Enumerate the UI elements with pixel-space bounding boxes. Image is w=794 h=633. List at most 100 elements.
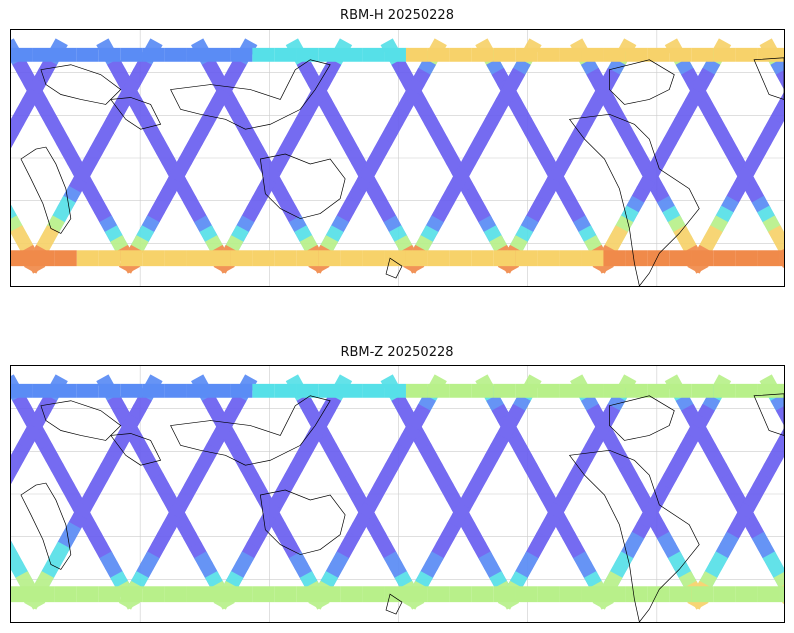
south-band-cell — [779, 250, 784, 267]
north-band-cell — [340, 47, 363, 62]
swath-segment — [773, 236, 784, 261]
south-band-cell — [471, 250, 494, 267]
coastline-path — [40, 64, 122, 105]
south-band-cell — [735, 586, 758, 603]
south-band-cell — [603, 250, 626, 267]
coastline-path — [385, 593, 403, 615]
north-band-cell — [230, 383, 253, 398]
coastline-path — [110, 433, 162, 466]
north-band-cell — [405, 383, 428, 398]
coastline-path — [259, 153, 346, 219]
coastline-path — [40, 400, 122, 441]
map-panel-2 — [10, 365, 785, 623]
south-band-cell — [120, 250, 143, 267]
north-band-cell — [208, 47, 231, 62]
north-band-cell — [669, 383, 692, 398]
north-band-cell — [779, 47, 784, 62]
coastline-path — [609, 59, 675, 105]
south-band-cell — [449, 250, 472, 267]
south-band-cell — [340, 250, 363, 267]
north-band-cell — [11, 47, 33, 62]
north-band-cell — [98, 47, 121, 62]
north-band-cell — [76, 383, 99, 398]
map-canvas-1 — [11, 30, 784, 286]
south-band-cell — [186, 250, 209, 267]
north-band-cell — [691, 47, 714, 62]
north-band-cell — [384, 47, 406, 62]
north-band-cell — [362, 383, 385, 398]
north-band-cell — [208, 383, 231, 398]
south-band-cell — [296, 586, 319, 603]
map-canvas-2 — [11, 366, 784, 622]
south-band-cell — [757, 250, 780, 267]
north-band-cell — [493, 47, 516, 62]
south-band-cell — [362, 586, 385, 603]
south-band-cell — [493, 586, 516, 603]
north-band-cell — [54, 383, 77, 398]
coastline-path — [20, 482, 72, 570]
south-band-cell — [559, 250, 582, 267]
south-band-cell — [340, 586, 363, 603]
north-band-cell — [625, 47, 648, 62]
south-band-cell — [537, 250, 560, 267]
coastline-path — [20, 146, 72, 234]
south-band-cell — [581, 250, 604, 267]
south-band-cell — [164, 250, 187, 267]
south-band-cell — [713, 250, 736, 267]
south-band-cell — [98, 250, 121, 267]
south-band-cell — [515, 250, 538, 267]
north-band-cell — [11, 383, 33, 398]
north-band-cell — [340, 383, 363, 398]
north-band-cell — [142, 47, 165, 62]
south-band-cell — [318, 250, 341, 267]
south-band-cell — [405, 586, 428, 603]
zonal-bands — [11, 47, 784, 267]
north-band-cell — [230, 47, 253, 62]
south-band-cell — [252, 586, 275, 603]
coastline-path — [609, 395, 675, 441]
south-band-cell — [76, 586, 99, 603]
north-band-cell — [779, 383, 784, 398]
north-band-cell — [274, 383, 297, 398]
south-band-cell — [537, 586, 560, 603]
satellite-swath-tracks — [11, 38, 784, 274]
coastline-path — [753, 393, 784, 436]
south-band-cell — [230, 586, 253, 603]
north-band-cell — [471, 383, 494, 398]
north-band-cell — [647, 47, 670, 62]
south-band-cell — [54, 250, 77, 267]
north-band-cell — [186, 47, 209, 62]
north-band-cell — [318, 47, 341, 62]
south-band-cell — [274, 250, 297, 267]
north-band-cell — [581, 47, 604, 62]
north-band-cell — [713, 383, 736, 398]
south-band-cell — [32, 250, 55, 267]
map-title-2: RBM-Z 20250228 — [340, 345, 454, 360]
north-band-cell — [471, 47, 494, 62]
north-band-cell — [625, 383, 648, 398]
south-band-cell — [208, 586, 231, 603]
north-band-cell — [515, 47, 538, 62]
south-band-cell — [757, 586, 780, 603]
south-band-cell — [625, 250, 648, 267]
north-band-cell — [296, 383, 319, 398]
coastline-path — [568, 113, 700, 286]
south-band-cell — [427, 250, 450, 267]
coastline-path — [259, 489, 346, 555]
coastlines — [20, 57, 784, 286]
north-band-cell — [384, 383, 406, 398]
north-band-cell — [186, 383, 209, 398]
north-band-cell — [362, 47, 385, 62]
south-band-cell — [120, 586, 143, 603]
north-band-cell — [449, 47, 472, 62]
south-band-cell — [779, 586, 784, 603]
north-band-cell — [120, 47, 143, 62]
south-band-cell — [713, 586, 736, 603]
south-band-cell — [669, 586, 692, 603]
north-band-cell — [164, 47, 187, 62]
south-band-cell — [669, 250, 692, 267]
south-band-cell — [252, 250, 275, 267]
north-band-cell — [559, 383, 582, 398]
south-band-cell — [493, 250, 516, 267]
north-band-cell — [142, 383, 165, 398]
